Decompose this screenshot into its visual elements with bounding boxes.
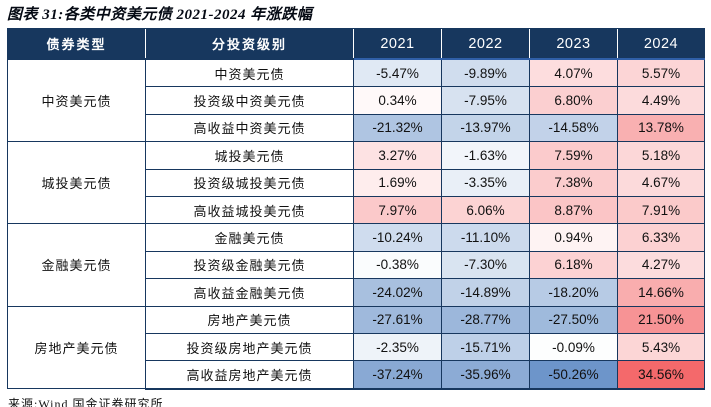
value-cell-2022: -9.89% bbox=[441, 58, 530, 88]
value-cell-2023: -50.26% bbox=[529, 360, 618, 390]
table-row: 高收益城投美元债 7.97% 6.06% 8.87% 7.91% bbox=[8, 195, 705, 225]
value-cell-2023: -18.20% bbox=[529, 278, 618, 307]
table-row: 投资级金融美元债 -0.38% -7.30% 6.18% 4.27% bbox=[8, 250, 705, 280]
row-label-cell: 高收益房地产美元债 bbox=[145, 360, 354, 390]
row-label-cell: 投资级房地产美元债 bbox=[145, 332, 354, 362]
table-row: 金融美元债 金融美元债 -10.24% -11.10% 0.94% 6.33% bbox=[7, 223, 705, 307]
row-label-cell: 高收益金融美元债 bbox=[145, 278, 354, 307]
value-cell-2023: 7.38% bbox=[529, 168, 618, 197]
value-cell-2023: 8.87% bbox=[529, 195, 618, 225]
value-cell-2023: 0.94% bbox=[529, 223, 618, 252]
column-header-bond-type: 债券类型 bbox=[7, 28, 146, 60]
value-cell-2023: -14.58% bbox=[529, 113, 618, 143]
table-row: 高收益金融美元债 -24.02% -14.89% -18.20% 14.66% bbox=[8, 278, 705, 307]
table-row: 投资级城投美元债 1.69% -3.35% 7.38% 4.67% bbox=[8, 168, 705, 197]
row-label-cell: 投资级金融美元债 bbox=[145, 250, 354, 280]
row-label-cell: 城投美元债 bbox=[145, 141, 354, 170]
table-header-row: 债券类型 分投资级别 2021 2022 2023 2024 bbox=[7, 28, 705, 60]
value-cell-2023: 6.80% bbox=[529, 86, 618, 115]
value-cell-2024: 5.18% bbox=[617, 141, 705, 170]
report-figure: 图表 31:各类中资美元债 2021-2024 年涨跌幅 债券类型 分投资级别 20… bbox=[0, 3, 711, 407]
table-row: 投资级房地产美元债 -2.35% -15.71% -0.09% 5.43% bbox=[8, 332, 705, 362]
value-cell-2022: -15.71% bbox=[441, 332, 530, 362]
row-label-cell: 高收益中资美元债 bbox=[145, 113, 354, 143]
row-label-cell: 投资级中资美元债 bbox=[145, 86, 354, 115]
value-cell-2022: 6.06% bbox=[441, 195, 530, 225]
column-header-2023: 2023 bbox=[529, 28, 618, 60]
value-cell-2024: 13.78% bbox=[617, 113, 705, 143]
value-cell-2022: -14.89% bbox=[441, 278, 530, 307]
row-label-cell: 金融美元债 bbox=[145, 223, 354, 252]
value-cell-2021: -10.24% bbox=[353, 223, 442, 252]
value-cell-2022: -3.35% bbox=[441, 168, 530, 197]
bond-returns-table: 债券类型 分投资级别 2021 2022 2023 2024 中资美元债 中资美元债 -5.4… bbox=[7, 28, 705, 390]
value-cell-2021: 1.69% bbox=[353, 168, 442, 197]
value-cell-2024: 7.91% bbox=[617, 195, 705, 225]
table-header: 债券类型 分投资级别 2021 2022 2023 2024 bbox=[7, 28, 705, 60]
value-cell-2021: -2.35% bbox=[353, 332, 442, 362]
value-cell-2022: -7.95% bbox=[441, 86, 530, 115]
column-header-2021: 2021 bbox=[353, 28, 442, 60]
value-cell-2022: -28.77% bbox=[441, 305, 530, 334]
value-cell-2022: -11.10% bbox=[441, 223, 530, 252]
column-header-rating-level: 分投资级别 bbox=[145, 28, 354, 60]
value-cell-2023: 6.18% bbox=[529, 250, 618, 280]
value-cell-2021: 7.97% bbox=[353, 195, 442, 225]
table-row: 投资级中资美元债 0.34% -7.95% 6.80% 4.49% bbox=[8, 86, 705, 115]
column-header-2022: 2022 bbox=[441, 28, 530, 60]
value-cell-2024: 4.49% bbox=[617, 86, 705, 115]
value-cell-2021: -21.32% bbox=[353, 113, 442, 143]
value-cell-2023: -0.09% bbox=[529, 332, 618, 362]
value-cell-2024: 6.33% bbox=[617, 223, 705, 252]
value-cell-2024: 4.67% bbox=[617, 168, 705, 197]
value-cell-2021: 3.27% bbox=[353, 141, 442, 170]
value-cell-2024: 4.27% bbox=[617, 250, 705, 280]
table-row: 中资美元债 中资美元债 -5.47% -9.89% 4.07% 5.57% bbox=[7, 58, 705, 143]
value-cell-2021: -0.38% bbox=[353, 250, 442, 280]
value-cell-2022: -1.63% bbox=[441, 141, 530, 170]
value-cell-2021: -37.24% bbox=[353, 360, 442, 390]
value-cell-2021: -24.02% bbox=[353, 278, 442, 307]
source-note: 来源:Wind,国金证券研究所 bbox=[8, 396, 164, 407]
table-row: 高收益中资美元债 -21.32% -13.97% -14.58% 13.78% bbox=[8, 113, 705, 143]
column-header-2024: 2024 bbox=[617, 28, 705, 60]
table-row: 城投美元债 城投美元债 3.27% -1.63% 7.59% 5.18% bbox=[7, 141, 705, 225]
value-cell-2024: 5.43% bbox=[617, 332, 705, 362]
table-body: 中资美元债 中资美元债 -5.47% -9.89% 4.07% 5.57% 投资级中资美元债… bbox=[7, 58, 705, 390]
table-row: 房地产美元债 房地产美元债 -27.61% -28.77% -27.50% 21.50% bbox=[7, 305, 705, 390]
value-cell-2023: 4.07% bbox=[529, 58, 618, 88]
value-cell-2024: 21.50% bbox=[617, 305, 705, 334]
row-label-cell: 高收益城投美元债 bbox=[145, 195, 354, 225]
row-label-cell: 投资级城投美元债 bbox=[145, 168, 354, 197]
figure-title: 图表 31:各类中资美元债 2021-2024 年涨跌幅 bbox=[7, 7, 313, 23]
bond-type-cell: 金融美元债 bbox=[7, 223, 146, 307]
value-cell-2023: -27.50% bbox=[529, 305, 618, 334]
row-label-cell: 房地产美元债 bbox=[145, 305, 354, 334]
value-cell-2022: -13.97% bbox=[441, 113, 530, 143]
table-row: 高收益房地产美元债 -37.24% -35.96% -50.26% 34.56% bbox=[8, 360, 705, 390]
value-cell-2021: -27.61% bbox=[353, 305, 442, 334]
value-cell-2022: -7.30% bbox=[441, 250, 530, 280]
value-cell-2024: 5.57% bbox=[617, 58, 705, 88]
value-cell-2022: -35.96% bbox=[441, 360, 530, 390]
row-label-cell: 中资美元债 bbox=[145, 58, 354, 88]
value-cell-2024: 34.56% bbox=[617, 360, 705, 390]
bond-type-cell: 城投美元债 bbox=[7, 141, 146, 225]
bond-type-cell: 中资美元债 bbox=[7, 58, 146, 143]
value-cell-2023: 7.59% bbox=[529, 141, 618, 170]
value-cell-2024: 14.66% bbox=[617, 278, 705, 307]
value-cell-2021: 0.34% bbox=[353, 86, 442, 115]
value-cell-2021: -5.47% bbox=[353, 58, 442, 88]
bond-type-cell: 房地产美元债 bbox=[7, 305, 146, 390]
